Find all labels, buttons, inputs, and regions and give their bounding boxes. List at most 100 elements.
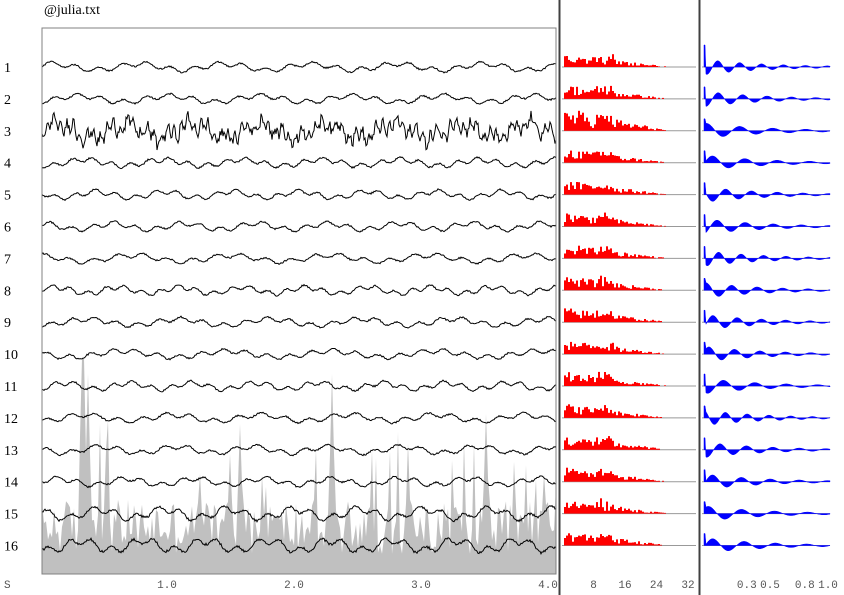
spectrum-bar xyxy=(594,317,596,323)
spectrum-bar xyxy=(576,413,578,418)
spectrum-bar xyxy=(582,473,584,482)
spectrum-bar xyxy=(564,507,566,514)
spectrum-bar xyxy=(614,93,616,99)
spectrum-bar xyxy=(656,193,658,195)
spectrum-bar xyxy=(660,321,662,323)
spectrum-bar xyxy=(566,405,568,418)
spectrum-bar xyxy=(566,277,568,291)
spectrum-bar xyxy=(586,185,588,195)
spectrum-bar xyxy=(580,414,582,418)
eeg-trace-7 xyxy=(41,252,557,266)
spectrum-bar xyxy=(642,511,644,514)
spectrum-bar xyxy=(602,347,604,355)
spectrum-bar xyxy=(570,308,572,323)
spectrum-bar xyxy=(606,246,608,259)
spectrum-bar xyxy=(604,118,606,131)
channel-label-9: 9 xyxy=(4,316,11,331)
spectrum-bar xyxy=(572,62,574,67)
spectrum-bar xyxy=(648,287,650,291)
spectrum-bar xyxy=(624,191,626,195)
spectrum-bar xyxy=(630,96,632,99)
spectrum-bar xyxy=(564,92,566,99)
spectrum-bar xyxy=(564,186,566,195)
spectrum-bar xyxy=(650,97,652,99)
spectrum-bar xyxy=(590,126,592,131)
spectrum-bar xyxy=(578,217,580,227)
spectrum-bar xyxy=(570,61,572,67)
spectrum-bar xyxy=(594,476,596,482)
spectrum-bar xyxy=(652,288,654,291)
spectrum-bar xyxy=(602,439,604,450)
spectrum-bar xyxy=(630,415,632,418)
spectrum-bar xyxy=(626,479,628,482)
spectrum-bar xyxy=(642,447,644,450)
spectrum-bar xyxy=(636,446,638,450)
spectrum-bar xyxy=(582,534,584,546)
spectrum-bar xyxy=(648,448,650,450)
spectrum-bar xyxy=(566,92,568,99)
channel-label-14: 14 xyxy=(4,476,18,491)
spectrum-bar xyxy=(596,254,598,259)
spectrum-bar xyxy=(586,117,588,131)
spectrum-bar xyxy=(638,416,640,418)
spectrum-bar xyxy=(586,473,588,482)
spectrum-bar xyxy=(600,408,602,418)
spectrum-bar xyxy=(566,157,568,163)
eeg-trace-8 xyxy=(41,283,557,297)
spectrum-bar xyxy=(612,283,614,291)
spectrum-bar xyxy=(580,189,582,195)
trace-panel-frame xyxy=(41,27,557,575)
spectrum-bar xyxy=(634,224,636,227)
spectrum-bar xyxy=(650,480,652,482)
spectrum-bar xyxy=(644,543,646,546)
spectrum-bar xyxy=(644,161,646,163)
spectrum-bar xyxy=(656,66,658,67)
spectrum-bar xyxy=(596,377,598,386)
spectrum-bar xyxy=(650,447,652,450)
spectrum-bar xyxy=(568,372,570,386)
spectrum-bar xyxy=(594,252,596,259)
spectrum-bar xyxy=(600,155,602,163)
spectrum-bar xyxy=(606,501,608,514)
autocorrelation-6 xyxy=(703,214,831,234)
spectrum-bar xyxy=(578,57,580,67)
spectrum-bar xyxy=(576,251,578,259)
spectrum-bar xyxy=(576,117,578,131)
spectrum-bar xyxy=(646,193,648,195)
spectrum-bar xyxy=(592,152,594,163)
spectrum-bar xyxy=(568,507,570,514)
autocorrelation-4 xyxy=(703,150,831,169)
spectrum-bar xyxy=(656,480,658,482)
spectrum-bar xyxy=(588,537,590,546)
spectrum-bar xyxy=(652,319,654,323)
spectrum-bar xyxy=(644,319,646,323)
spectrum-bar xyxy=(642,383,644,386)
spectrum-bar xyxy=(606,281,608,291)
spectrum-bar xyxy=(636,257,638,259)
spectrum-bar xyxy=(578,440,580,450)
spectrum-bar xyxy=(636,94,638,99)
spectrum-bar xyxy=(582,184,584,195)
spectrum-bar xyxy=(638,383,640,386)
spectrum-bar xyxy=(586,63,588,67)
spectrum-bar xyxy=(622,160,624,163)
spectrum-bar xyxy=(588,220,590,227)
eeg-trace-12 xyxy=(41,411,557,425)
spectrum-bar xyxy=(570,86,572,99)
spectrum-bar xyxy=(594,441,596,450)
spectrum-bar xyxy=(622,350,624,355)
spectrum-bar xyxy=(570,381,572,386)
spectrum-bar xyxy=(580,93,582,99)
spectrum-bar xyxy=(642,191,644,195)
spectrum-bar xyxy=(616,346,618,355)
spectrum-bar xyxy=(658,129,660,131)
eeg-trace-5 xyxy=(41,188,557,202)
spectrum-bar xyxy=(636,479,638,482)
spectrum-bar xyxy=(602,410,604,418)
spectrum-bar xyxy=(574,376,576,386)
spectrum-bar xyxy=(626,446,628,450)
spectrum-bar xyxy=(614,287,616,291)
spectrum-bar xyxy=(564,308,566,323)
spectrum-bar xyxy=(584,153,586,163)
